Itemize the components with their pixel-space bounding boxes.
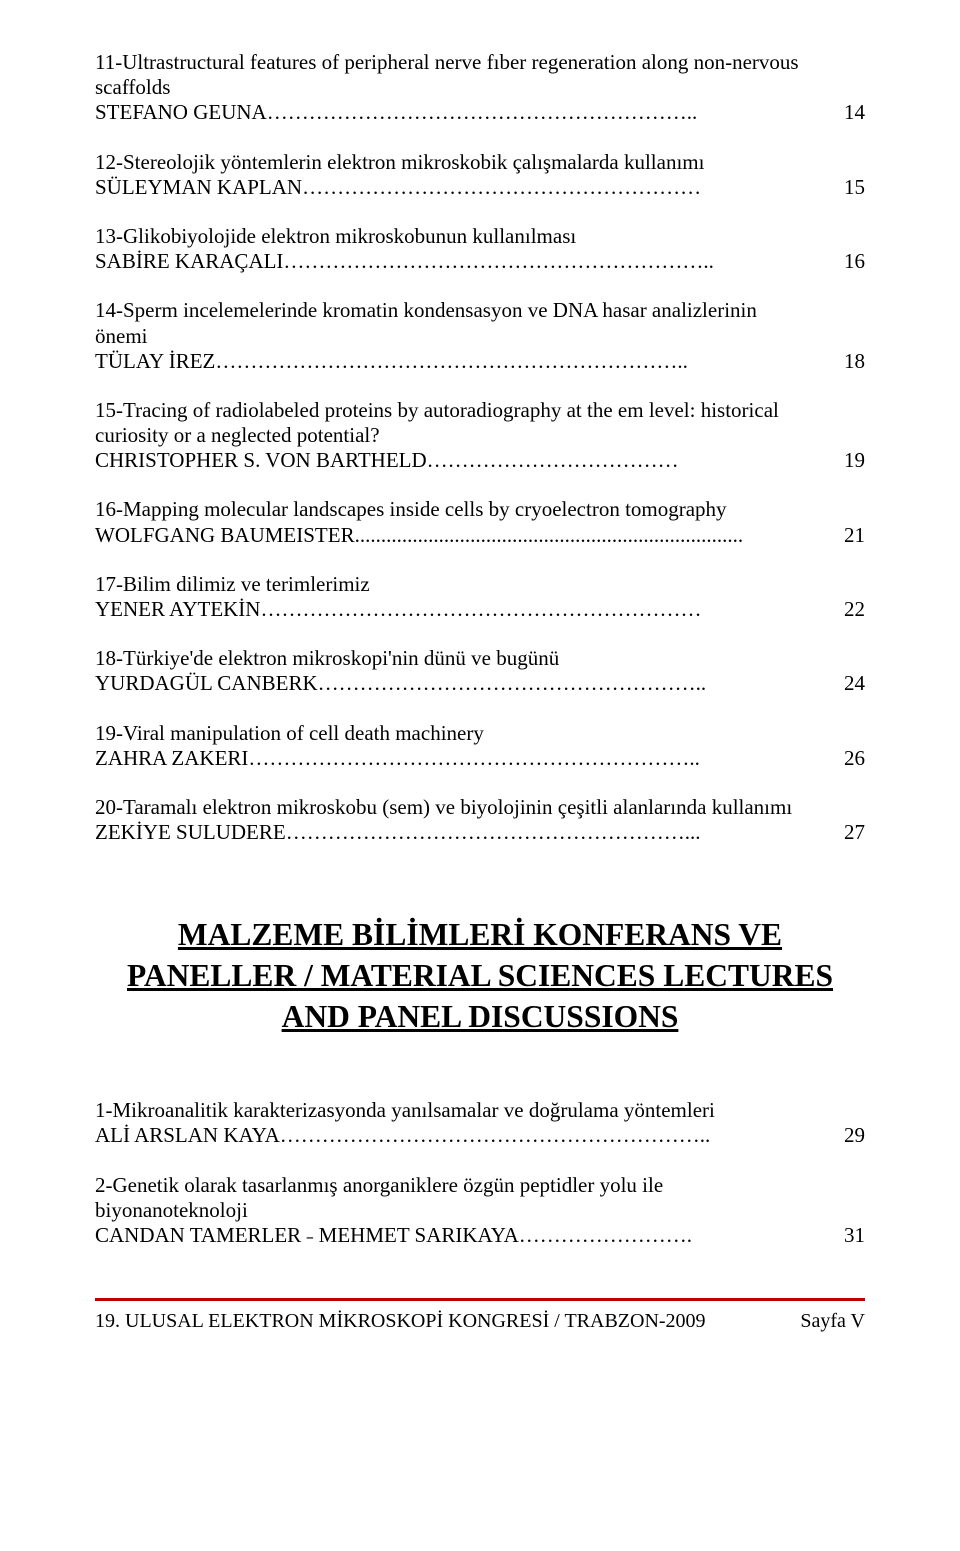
toc-entry: 20-Taramalı elektron mikroskobu (sem) ve… — [95, 795, 865, 845]
toc-entry: 14-Sperm incelemelerinde kromatin konden… — [95, 298, 865, 374]
toc-entry-text: 15-Tracing of radiolabeled proteins by a… — [95, 398, 844, 474]
toc-entry-title: 20-Taramalı elektron mikroskobu (sem) ve… — [95, 795, 814, 820]
toc-entry-author: STEFANO GEUNA…………………………………………………….. — [95, 100, 814, 125]
toc-entry-text: 2-Genetik olarak tasarlanmış anorganikle… — [95, 1173, 844, 1249]
toc-entry-author: CHRISTOPHER S. VON BARTHELD……………………………… — [95, 448, 814, 473]
toc-entry-title: 12-Stereolojik yöntemlerin elektron mikr… — [95, 150, 814, 175]
toc-entry-text: 13-Glikobiyolojide elektron mikroskobunu… — [95, 224, 844, 274]
toc-entry-text: 11-Ultrastructural features of periphera… — [95, 50, 844, 126]
toc-entry-title: 16-Mapping molecular landscapes inside c… — [95, 497, 814, 522]
toc-entry-title: 15-Tracing of radiolabeled proteins by a… — [95, 398, 814, 448]
toc-entry-page: 31 — [844, 1223, 865, 1248]
toc-entry: 2-Genetik olarak tasarlanmış anorganikle… — [95, 1173, 865, 1249]
toc-entry-title: 18-Türkiye'de elektron mikroskopi'nin dü… — [95, 646, 814, 671]
toc-entry-page: 19 — [844, 448, 865, 473]
toc-entry-author: ZAHRA ZAKERI……………………………………………………….. — [95, 746, 814, 771]
toc-entry-text: 12-Stereolojik yöntemlerin elektron mikr… — [95, 150, 844, 200]
toc-entry: 19-Viral manipulation of cell death mach… — [95, 721, 865, 771]
toc-entry: 1-Mikroanalitik karakterizasyonda yanıls… — [95, 1098, 865, 1148]
toc-entry-title: 11-Ultrastructural features of periphera… — [95, 50, 814, 100]
toc-entry-page: 14 — [844, 100, 865, 125]
toc-entry-title: 17-Bilim dilimiz ve terimlerimiz — [95, 572, 814, 597]
toc-entry-author: CANDAN TAMERLER ˗ MEHMET SARIKAYA…………………… — [95, 1223, 814, 1248]
toc-entry-author: TÜLAY İREZ………………………………………………………….. — [95, 349, 814, 374]
toc-entry-author: SABİRE KARAÇALI…………………………………………………….. — [95, 249, 814, 274]
toc-entry-text: 19-Viral manipulation of cell death mach… — [95, 721, 844, 771]
toc-entry: 12-Stereolojik yöntemlerin elektron mikr… — [95, 150, 865, 200]
toc-entry-page: 27 — [844, 820, 865, 845]
toc-entry-page: 15 — [844, 175, 865, 200]
toc-entry: 11-Ultrastructural features of periphera… — [95, 50, 865, 126]
toc-entry-page: 29 — [844, 1123, 865, 1148]
toc-entry-page: 18 — [844, 349, 865, 374]
toc-entry: 13-Glikobiyolojide elektron mikroskobunu… — [95, 224, 865, 274]
toc-entry-page: 22 — [844, 597, 865, 622]
toc-entry-text: 20-Taramalı elektron mikroskobu (sem) ve… — [95, 795, 844, 845]
toc-entry-author: ZEKİYE SULUDERE…………………………………………………... — [95, 820, 814, 845]
section-heading: MALZEME BİLİMLERİ KONFERANS VE PANELLER … — [95, 915, 865, 1038]
footer-right: Sayfa V — [800, 1309, 865, 1333]
toc-entry-text: 14-Sperm incelemelerinde kromatin konden… — [95, 298, 844, 374]
toc-entry-title: 14-Sperm incelemelerinde kromatin konden… — [95, 298, 814, 348]
toc-entry-author: YENER AYTEKİN……………………………………………………… — [95, 597, 814, 622]
toc-entry-author: WOLFGANG BAUMEISTER.....................… — [95, 523, 814, 548]
toc-entry-page: 24 — [844, 671, 865, 696]
toc-entry-text: 18-Türkiye'de elektron mikroskopi'nin dü… — [95, 646, 844, 696]
toc-entry-page: 26 — [844, 746, 865, 771]
toc-entry: 15-Tracing of radiolabeled proteins by a… — [95, 398, 865, 474]
toc-entry-author: SÜLEYMAN KAPLAN………………………………………………… — [95, 175, 814, 200]
toc-entry-title: 13-Glikobiyolojide elektron mikroskobunu… — [95, 224, 814, 249]
toc-entry: 17-Bilim dilimiz ve terimlerimizYENER AY… — [95, 572, 865, 622]
toc-entry: 16-Mapping molecular landscapes inside c… — [95, 497, 865, 547]
toc-entry-text: 1-Mikroanalitik karakterizasyonda yanıls… — [95, 1098, 844, 1148]
footer-left: 19. ULUSAL ELEKTRON MİKROSKOPİ KONGRESİ … — [95, 1309, 706, 1333]
toc-entry-title: 19-Viral manipulation of cell death mach… — [95, 721, 814, 746]
toc-entry-title: 2-Genetik olarak tasarlanmış anorganikle… — [95, 1173, 814, 1223]
toc-entry-author: YURDAGÜL CANBERK……………………………………………….. — [95, 671, 814, 696]
toc-entry: 18-Türkiye'de elektron mikroskopi'nin dü… — [95, 646, 865, 696]
toc-entry-page: 16 — [844, 249, 865, 274]
toc-entry-text: 16-Mapping molecular landscapes inside c… — [95, 497, 844, 547]
page-footer: 19. ULUSAL ELEKTRON MİKROSKOPİ KONGRESİ … — [95, 1301, 865, 1333]
toc-entry-page: 21 — [844, 523, 865, 548]
toc-entries-bottom: 1-Mikroanalitik karakterizasyonda yanıls… — [95, 1098, 865, 1248]
toc-entry-author: ALİ ARSLAN KAYA…………………………………………………….. — [95, 1123, 814, 1148]
toc-entry-text: 17-Bilim dilimiz ve terimlerimizYENER AY… — [95, 572, 844, 622]
toc-entry-title: 1-Mikroanalitik karakterizasyonda yanıls… — [95, 1098, 814, 1123]
toc-entries-top: 11-Ultrastructural features of periphera… — [95, 50, 865, 845]
